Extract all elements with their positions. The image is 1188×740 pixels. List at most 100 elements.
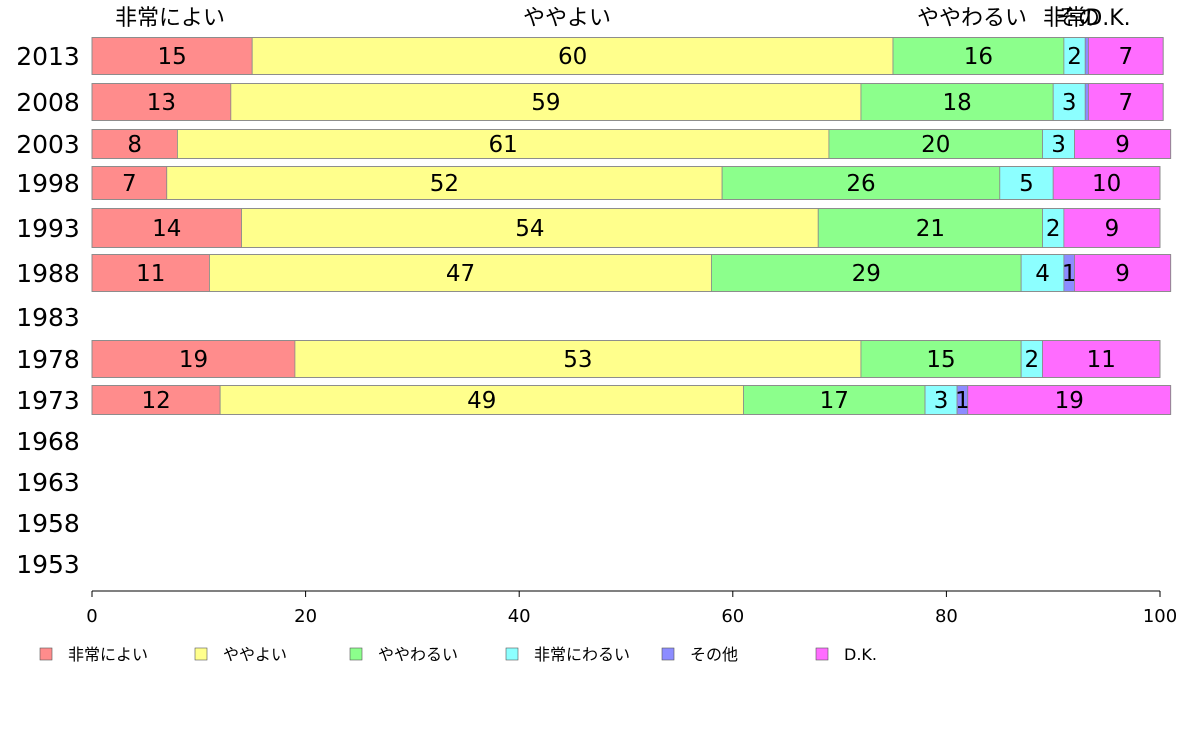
data-label: 18 <box>942 90 971 116</box>
bar-segment <box>1074 129 1172 159</box>
legend-label: その他 <box>690 645 738 664</box>
data-label: 20 <box>921 132 950 158</box>
year-label: 1988 <box>16 259 80 288</box>
bar-segment <box>91 385 221 415</box>
legend-label: ややわるい <box>378 645 458 664</box>
data-label: 15 <box>157 44 186 70</box>
data-label: 21 <box>916 216 945 242</box>
bar-outline <box>91 385 1172 415</box>
legend-label: 非常にわるい <box>534 645 630 664</box>
legend-label: 非常によい <box>68 645 148 664</box>
bar-segment <box>91 83 232 121</box>
x-tick-label: 60 <box>721 606 744 627</box>
year-label: 1978 <box>16 345 80 374</box>
top-category-label: ややよい <box>523 6 611 31</box>
data-label: 17 <box>820 388 849 414</box>
data-label: 10 <box>1092 171 1121 197</box>
data-label: 3 <box>934 388 949 414</box>
data-label: 3 <box>1051 132 1066 158</box>
year-label: 2003 <box>16 130 80 159</box>
data-label: 9 <box>1115 132 1130 158</box>
data-label: 59 <box>531 90 560 116</box>
data-label: 26 <box>846 171 875 197</box>
data-label: 8 <box>127 132 142 158</box>
data-label: 12 <box>141 388 170 414</box>
bar-outline <box>91 83 1164 121</box>
data-label: 3 <box>1062 90 1077 116</box>
legend-swatch <box>194 647 208 661</box>
year-label: 1953 <box>16 550 80 579</box>
data-label: 47 <box>446 261 475 287</box>
bar-segment <box>1084 83 1089 121</box>
legend-label: D.K. <box>844 645 877 664</box>
bar-segment <box>1042 129 1075 159</box>
bar-segment <box>1063 208 1161 248</box>
year-label: 2013 <box>16 42 80 71</box>
data-label: 7 <box>1119 44 1134 70</box>
data-label: 2 <box>1067 44 1082 70</box>
year-label: 1973 <box>16 386 80 415</box>
data-label: 60 <box>558 44 587 70</box>
bar-segment <box>999 166 1054 200</box>
data-label: 11 <box>136 261 165 287</box>
bar-segment <box>1084 37 1089 75</box>
bar-segment <box>91 208 242 248</box>
x-tick-label: 100 <box>1143 606 1177 627</box>
bar-outline <box>91 208 1161 248</box>
data-label: 19 <box>1055 388 1084 414</box>
data-label: 7 <box>1119 90 1134 116</box>
data-label: 2 <box>1046 216 1061 242</box>
year-label: 1968 <box>16 427 80 456</box>
year-label: 1963 <box>16 468 80 497</box>
x-tick-label: 20 <box>294 606 317 627</box>
year-label: 1983 <box>16 303 80 332</box>
bar-segment <box>209 254 712 292</box>
bar-segment <box>230 83 862 121</box>
bar-outline <box>91 166 1161 200</box>
bar-segment <box>294 340 862 378</box>
year-label: 1998 <box>16 169 80 198</box>
x-tick-label: 40 <box>508 606 531 627</box>
bar-segment <box>721 166 1001 200</box>
bar-segment <box>241 208 819 248</box>
top-category-label: 非常によい <box>115 6 225 31</box>
top-category-label: その <box>1056 6 1100 31</box>
data-label: 4 <box>1035 261 1050 287</box>
year-label: 1993 <box>16 214 80 243</box>
bar-segment <box>166 166 723 200</box>
bar-outline <box>91 129 1172 159</box>
year-label: 1958 <box>16 509 80 538</box>
data-label: 54 <box>515 216 544 242</box>
x-tick-label: 80 <box>935 606 958 627</box>
bar-segment <box>860 83 1054 121</box>
legend-swatch <box>349 647 363 661</box>
data-label: 1 <box>1062 261 1077 287</box>
bar-outline <box>91 37 1164 75</box>
data-label: 29 <box>852 261 881 287</box>
data-label: 11 <box>1087 347 1116 373</box>
year-label: 2008 <box>16 88 80 117</box>
data-label: 9 <box>1115 261 1130 287</box>
data-label: 53 <box>563 347 592 373</box>
data-label: 14 <box>152 216 181 242</box>
data-label: 16 <box>964 44 993 70</box>
legend-swatch <box>815 647 829 661</box>
data-label: 5 <box>1019 171 1034 197</box>
data-label: 19 <box>179 347 208 373</box>
top-category-label: 非常 <box>1043 6 1087 31</box>
bar-segment <box>743 385 926 415</box>
x-tick-label: 0 <box>86 606 97 627</box>
bar-segment <box>177 129 830 159</box>
bar-segment <box>91 129 178 159</box>
top-category-label: D.K. <box>1085 6 1130 31</box>
legend-swatch <box>505 647 519 661</box>
bar-segment <box>860 340 1022 378</box>
top-category-label: ややわるい <box>917 6 1027 31</box>
legend-swatch <box>661 647 675 661</box>
data-label: 49 <box>467 388 496 414</box>
bar-segment <box>1020 254 1065 292</box>
data-label: 2 <box>1025 347 1040 373</box>
bar-segment <box>711 254 1022 292</box>
